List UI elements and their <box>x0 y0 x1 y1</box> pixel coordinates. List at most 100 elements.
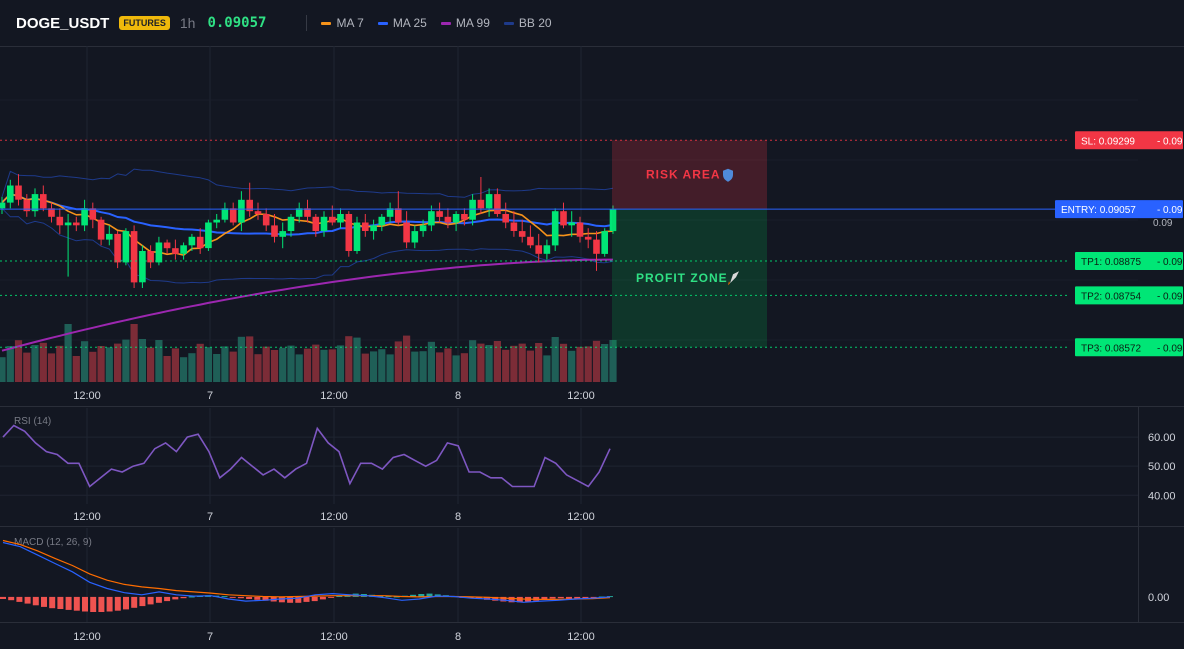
main-time-label-1: 7 <box>207 390 213 402</box>
candle-body <box>0 202 6 209</box>
macd-histogram-bar <box>385 596 392 598</box>
macd-histogram-bar <box>442 595 449 597</box>
symbol-title[interactable]: DOGE_USDT <box>16 14 110 32</box>
legend-bb20[interactable]: BB 20 <box>503 16 552 30</box>
macd-histogram-bar <box>484 596 490 600</box>
macd-histogram-bar <box>32 596 39 606</box>
macd-time-label-3: 8 <box>455 631 461 643</box>
volume-bar <box>460 353 468 382</box>
volume-bar <box>130 324 138 382</box>
volume-bar <box>171 348 179 382</box>
pane-separator-2 <box>0 622 1184 623</box>
volume-bar <box>551 337 559 382</box>
level-label-tp2: TP2: 0.08754 <box>1081 291 1141 302</box>
macd-histogram-bar <box>262 596 269 601</box>
timeframe-label[interactable]: 1h <box>179 15 196 31</box>
macd-histogram-bar <box>393 596 400 598</box>
level-tag-tp3 <box>1075 338 1183 357</box>
volume-bar <box>559 343 568 382</box>
macd-histogram-bar <box>0 596 6 599</box>
candle-body <box>386 208 394 217</box>
macd-histogram-bar <box>155 596 162 603</box>
volume-bar <box>361 353 369 382</box>
level-label-sl: SL: 0.09299 <box>1081 136 1135 147</box>
bb20-swatch <box>503 21 514 25</box>
candle-body <box>543 245 551 254</box>
legend-ma25[interactable]: MA 25 <box>377 16 427 30</box>
macd-histogram-bar <box>270 596 277 602</box>
candle-body <box>403 222 410 243</box>
volume-bar <box>378 349 386 382</box>
candle-body <box>229 208 237 223</box>
legend-ma99[interactable]: MA 99 <box>440 16 490 30</box>
macd-histogram-bar <box>106 596 113 612</box>
macd-histogram-bar <box>172 596 179 600</box>
volume-bar <box>105 347 113 382</box>
candle-body <box>560 211 567 226</box>
level-short-tp1: 0.09 <box>1163 257 1183 268</box>
rsi-tick-0: 60.00 <box>1148 432 1176 444</box>
macd-histogram-bar <box>607 596 613 598</box>
macd-histogram-bar <box>303 596 310 602</box>
macd-histogram-bar <box>254 596 261 600</box>
macd-histogram-bar <box>557 596 564 599</box>
futures-badge: FUTURES <box>119 16 170 30</box>
macd-histogram-bar <box>73 596 80 611</box>
macd-histogram-bar <box>319 596 326 600</box>
candle-body <box>353 222 361 251</box>
volume-bar <box>213 354 221 382</box>
risk-area-zone <box>612 140 767 210</box>
macd-histogram-bar <box>213 595 220 597</box>
volume-bar <box>295 354 303 382</box>
profit-zone <box>612 209 767 348</box>
header-divider <box>306 15 308 31</box>
rsi-time-label-4: 12:00 <box>567 511 595 523</box>
ma25-label: MA 25 <box>392 16 427 30</box>
volume-bar <box>56 345 64 382</box>
legend-ma7[interactable]: MA 7 <box>321 16 364 30</box>
volume-bar <box>477 343 485 382</box>
volume-bar <box>279 347 287 382</box>
macd-histogram-bar <box>475 596 482 599</box>
volume-bar <box>601 344 609 382</box>
chart-header: DOGE_USDT FUTURES 1h 0.09057 MA 7 MA 25 … <box>0 0 1184 46</box>
macd-histogram-bar <box>49 596 56 609</box>
candle-body <box>329 216 336 223</box>
volume-bar <box>221 346 229 382</box>
pane-separator-0 <box>0 406 1184 407</box>
volume-bar <box>469 340 477 382</box>
macd-histogram-bar <box>41 596 47 607</box>
macd-histogram-bar <box>295 596 302 603</box>
macd-histogram-bar <box>24 596 31 604</box>
candle-body <box>312 216 320 231</box>
macd-axis-border <box>1138 528 1139 622</box>
risk-area-label: RISK AREA <box>646 168 721 182</box>
volume-bar <box>411 351 419 382</box>
candle-body <box>452 214 460 223</box>
level-short-sl: 0.09 <box>1163 136 1183 147</box>
volume-bar <box>320 349 328 382</box>
volume-bar <box>526 350 534 382</box>
candle-body <box>419 225 427 232</box>
volume-bar <box>394 341 402 382</box>
volume-bar <box>6 346 14 382</box>
level-sep-tp3: - <box>1157 343 1160 354</box>
candle-body <box>106 233 113 240</box>
candle-body <box>428 211 435 226</box>
volume-bar <box>535 343 543 382</box>
level-label-tp3: TP3: 0.08572 <box>1081 343 1141 354</box>
macd-histogram-bar <box>516 596 523 603</box>
macd-histogram-bar <box>574 596 581 599</box>
macd-histogram-bar <box>500 596 507 602</box>
macd-line <box>2 541 611 603</box>
candle-body <box>593 239 600 254</box>
macd-histogram-bar <box>287 596 294 603</box>
level-tag-tp1 <box>1075 251 1183 270</box>
volume-bar <box>444 348 452 382</box>
level-sep-tp2: - <box>1157 291 1160 302</box>
level-label-tp1: TP1: 0.08875 <box>1081 257 1141 268</box>
level-sep-sl: - <box>1157 136 1160 147</box>
volume-bar <box>23 352 31 382</box>
volume-bar <box>419 351 427 382</box>
